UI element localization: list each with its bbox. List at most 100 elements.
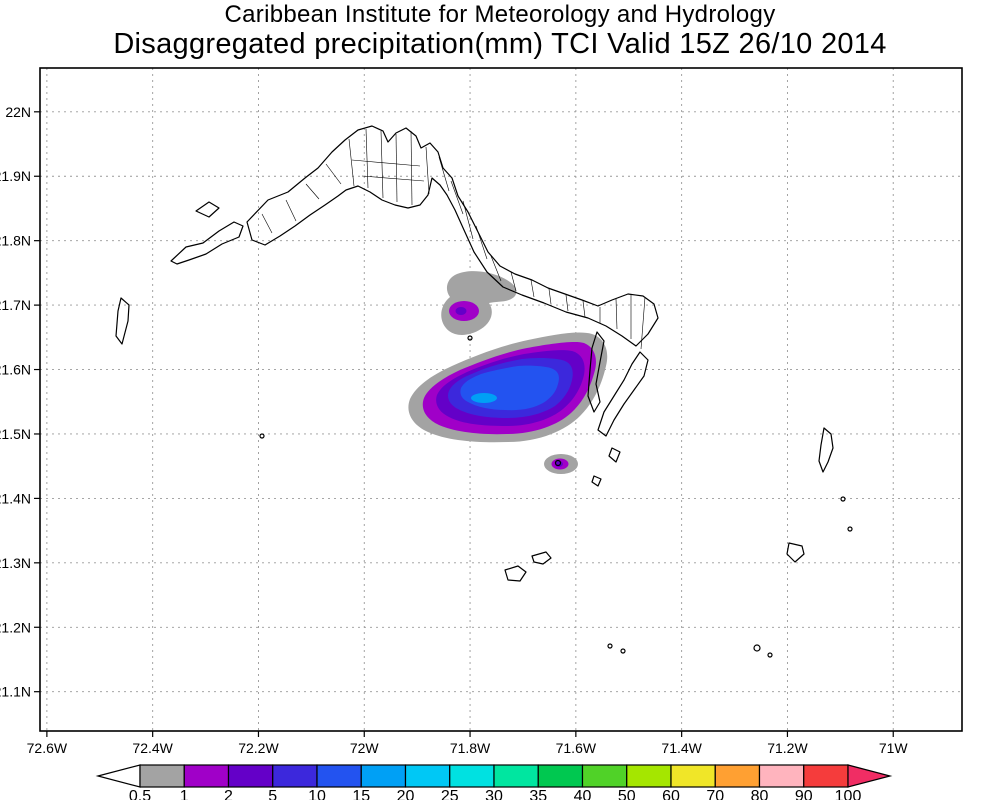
y-tick-label: 21.8N — [0, 233, 31, 249]
basin-boundary-line — [348, 138, 355, 187]
precip-region-main-cell-core — [471, 393, 497, 403]
y-tick-label: 21.7N — [0, 297, 31, 313]
colorbar-segment — [493, 764, 539, 788]
colorbar-label: 30 — [485, 788, 503, 800]
small-cay — [620, 648, 626, 654]
colorbar-segment — [272, 764, 318, 788]
basin-boundary-line — [548, 288, 552, 305]
coastline-salt-cay — [786, 542, 805, 563]
colorbar-label: 50 — [618, 788, 636, 800]
basin-boundary-line — [490, 255, 502, 282]
coastline-south-caicos-chain — [597, 351, 649, 437]
colorbar-right-arrow — [847, 764, 893, 788]
colorbar-label: 20 — [397, 788, 415, 800]
institution-title: Caribbean Institute for Meteorology and … — [224, 1, 776, 28]
colorbar-segment — [404, 764, 451, 788]
y-tick-label: 21.4N — [0, 490, 31, 506]
small-cay — [467, 335, 473, 341]
basin-boundary-line — [285, 199, 297, 222]
y-tick-label: 21.5N — [0, 426, 31, 442]
basin-boundary-line — [325, 163, 342, 185]
x-tick-label: 72.2W — [238, 740, 279, 756]
colorbar-segment — [449, 764, 495, 788]
basin-boundary-line — [530, 279, 535, 298]
colorbar-segment — [183, 764, 230, 788]
basin-boundary-line — [261, 213, 273, 234]
colorbar-label: 5 — [268, 788, 277, 800]
colorbar-label: 90 — [795, 788, 813, 800]
colorbar-segment — [316, 764, 362, 788]
colorbar-segment — [227, 764, 274, 788]
basin-boundary-line — [380, 130, 384, 199]
coastline-bank-east-edge — [587, 331, 605, 413]
small-cay — [607, 643, 613, 649]
colorbar-segment — [626, 764, 672, 788]
colorbar-left-arrow — [95, 764, 141, 788]
basin-boundary-line — [475, 225, 488, 260]
y-tick-label: 21.1N — [0, 684, 31, 700]
small-cay — [767, 652, 773, 658]
colorbar-segment — [803, 764, 849, 788]
coastline-south-caicos-cay-1 — [608, 447, 621, 463]
basin-boundary-line — [640, 296, 646, 350]
x-tick-label: 72.6W — [27, 740, 68, 756]
basin-boundary-line — [510, 271, 517, 292]
colorbar-label: 0.5 — [129, 788, 151, 800]
colorbar-label: 1 — [180, 788, 189, 800]
colorbar-segment — [537, 764, 584, 788]
basin-boundary-line — [582, 300, 586, 318]
x-tick-label: 71W — [879, 740, 909, 756]
precip-region-north-cell-gray — [441, 271, 517, 335]
small-cay — [259, 433, 265, 439]
y-tick-label: 21.3N — [0, 555, 31, 571]
basin-boundary-line — [462, 200, 474, 240]
coastline-big-ambergris-cay — [504, 565, 527, 582]
basin-boundary-line — [410, 130, 413, 206]
colorbar-label: 100 — [835, 788, 862, 800]
basin-boundary-line — [565, 294, 569, 312]
basin-boundary-line — [450, 180, 464, 215]
colorbar-label: 25 — [441, 788, 459, 800]
title-block: Caribbean Institute for Meteorology and … — [0, 1, 1000, 61]
coastline-little-ambergris-cay — [531, 551, 552, 565]
colorbar-segment — [139, 764, 185, 788]
coastline-providenciales — [170, 221, 244, 265]
x-tick-label: 71.2W — [767, 740, 808, 756]
x-tick-label: 71.8W — [450, 740, 491, 756]
colorbar-segment — [670, 764, 716, 788]
x-tick-label: 71.6W — [556, 740, 597, 756]
colorbar-segment — [714, 764, 761, 788]
y-tick-label: 21.6N — [0, 362, 31, 378]
colorbar-label: 15 — [352, 788, 370, 800]
colorbar-label: 2 — [224, 788, 233, 800]
colorbar-label: 40 — [574, 788, 592, 800]
small-cay — [554, 459, 562, 467]
x-tick-label: 72.4W — [132, 740, 173, 756]
basin-boundary-line — [365, 128, 369, 189]
colorbar-label: 80 — [751, 788, 769, 800]
colorbar-label: 10 — [308, 788, 326, 800]
x-tick-label: 71.4W — [661, 740, 702, 756]
basin-boundary-line — [438, 156, 450, 192]
small-cay — [840, 496, 846, 502]
colorbar-label: 60 — [662, 788, 680, 800]
colorbar-label: 35 — [529, 788, 547, 800]
basin-boundary-line — [425, 146, 430, 195]
coastline-grand-turk — [818, 427, 834, 473]
colorbar-segment — [360, 764, 407, 788]
coastline-west-caicos — [115, 297, 130, 345]
basin-boundary-line — [361, 175, 425, 182]
basin-boundary-line — [351, 159, 421, 167]
basin-boundary-line — [615, 298, 618, 330]
coastline-south-caicos-cay-2 — [591, 475, 602, 487]
small-cay — [847, 526, 853, 532]
x-tick-label: 72W — [350, 740, 380, 756]
y-tick-label: 21.2N — [0, 619, 31, 635]
small-cay — [753, 644, 761, 652]
coastline-provo-north-cay — [195, 201, 220, 218]
y-tick-label: 21.9N — [0, 168, 31, 184]
y-tick-label: 22N — [5, 104, 31, 120]
basin-boundary-line — [395, 133, 398, 203]
